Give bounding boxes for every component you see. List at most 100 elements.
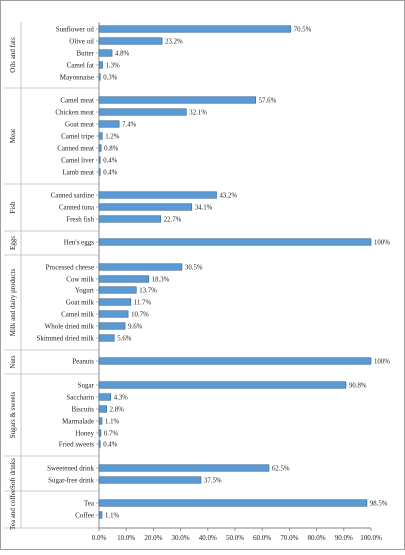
group-label: Fish bbox=[9, 201, 17, 214]
category-label: Fresh fish bbox=[66, 215, 94, 223]
category-label: Canned tuna bbox=[59, 203, 95, 211]
category-label: Skimmed dried milk bbox=[36, 334, 94, 342]
data-label: 62.5% bbox=[272, 465, 290, 472]
bar bbox=[98, 263, 183, 271]
data-label: 23.2% bbox=[165, 38, 183, 45]
category-label: Camel liver bbox=[61, 156, 95, 164]
bar bbox=[98, 191, 217, 199]
bar bbox=[98, 429, 102, 437]
bar bbox=[98, 108, 187, 116]
category-label: Butter bbox=[77, 49, 95, 57]
category-label: Goat milk bbox=[66, 298, 95, 306]
data-label: 13.7% bbox=[139, 287, 157, 294]
data-label: 7.4% bbox=[122, 121, 136, 128]
bar bbox=[98, 417, 103, 425]
data-label: 5.6% bbox=[117, 335, 131, 342]
data-label: 30.5% bbox=[185, 264, 203, 271]
category-label: Lamb meat bbox=[62, 168, 94, 176]
category-label: Processed cheese bbox=[46, 263, 94, 271]
bar bbox=[98, 499, 368, 507]
bar bbox=[98, 310, 129, 318]
bar bbox=[98, 440, 101, 448]
category-label: Tea bbox=[84, 499, 95, 507]
x-tick-label: 40.0% bbox=[199, 534, 217, 542]
bar bbox=[98, 381, 347, 389]
x-tick-label: 60.0% bbox=[253, 534, 271, 542]
data-label: 2.8% bbox=[110, 406, 124, 413]
category-label: Cow milk bbox=[66, 275, 94, 283]
group-label: Oils and fats bbox=[9, 37, 17, 73]
data-label: 0.4% bbox=[103, 441, 117, 448]
category-label: Mayonnaise bbox=[60, 73, 94, 81]
data-label: 18.3% bbox=[152, 276, 170, 283]
bar bbox=[98, 73, 101, 81]
bar bbox=[98, 286, 137, 294]
bar bbox=[98, 476, 202, 484]
category-label: Camel tripe bbox=[61, 132, 94, 140]
group-label: Sugars & sweets bbox=[9, 391, 17, 438]
data-label: 0.4% bbox=[103, 169, 117, 176]
group-label: Meat bbox=[9, 129, 17, 143]
data-label: 1.1% bbox=[105, 512, 119, 519]
bar bbox=[98, 511, 103, 519]
category-label: Coffee bbox=[75, 511, 94, 519]
group-label: Tea and coffee bbox=[9, 489, 17, 530]
category-label: Whole dried milk bbox=[45, 322, 95, 330]
x-tick-label: 50.0% bbox=[226, 534, 244, 542]
data-label: 11.7% bbox=[134, 299, 152, 306]
data-label: 1.1% bbox=[105, 418, 119, 425]
x-tick-label: 70.0% bbox=[280, 534, 298, 542]
group-label: Milk and dairy products bbox=[9, 268, 17, 336]
data-label: 98.5% bbox=[370, 500, 388, 507]
bar bbox=[98, 393, 111, 401]
data-label: 0.8% bbox=[104, 145, 118, 152]
bar bbox=[98, 120, 120, 128]
data-label: 22.7% bbox=[164, 216, 182, 223]
x-tick-label: 90.0% bbox=[335, 534, 353, 542]
data-label: 43.2% bbox=[220, 192, 238, 199]
data-label: 4.8% bbox=[115, 50, 129, 57]
category-label: Honey bbox=[75, 429, 94, 437]
data-label: 100% bbox=[374, 358, 390, 365]
bar bbox=[98, 132, 103, 140]
data-label: 90.8% bbox=[349, 382, 367, 389]
data-label: 9.6% bbox=[128, 323, 142, 330]
data-label: 0.4% bbox=[103, 157, 117, 164]
bar bbox=[98, 334, 115, 342]
bar bbox=[98, 238, 372, 246]
category-label: Yogurt bbox=[75, 286, 94, 294]
data-label: 37.5% bbox=[204, 477, 222, 484]
bar bbox=[98, 25, 292, 33]
data-label: 100% bbox=[374, 239, 390, 246]
x-tick-label: 80.0% bbox=[308, 534, 326, 542]
data-label: 0.3% bbox=[103, 74, 117, 81]
data-label: 57.6% bbox=[259, 97, 277, 104]
bar bbox=[98, 168, 101, 176]
category-label: Canned meat bbox=[57, 144, 94, 152]
category-label: Fried sweets bbox=[59, 440, 94, 448]
data-label: 10.7% bbox=[131, 311, 149, 318]
data-label: 4.3% bbox=[114, 394, 128, 401]
data-label: 1.2% bbox=[105, 133, 119, 140]
bar bbox=[98, 49, 113, 57]
bar bbox=[98, 215, 162, 223]
category-label: Sugar-free drink bbox=[48, 476, 94, 484]
category-label: Olive oil bbox=[69, 37, 94, 45]
bar bbox=[98, 96, 256, 104]
data-label: 1.3% bbox=[106, 62, 120, 69]
data-label: 0.7% bbox=[104, 430, 118, 437]
x-tick-label: 20.0% bbox=[144, 534, 162, 542]
bar bbox=[98, 298, 132, 306]
x-tick-label: 100.0% bbox=[360, 534, 382, 542]
group-label: Eggs bbox=[9, 236, 17, 250]
bar bbox=[98, 357, 372, 365]
bar bbox=[98, 144, 102, 152]
x-tick-label: 10.0% bbox=[117, 534, 135, 542]
category-label: Chicken meat bbox=[55, 108, 94, 116]
category-label: Sugar bbox=[78, 381, 95, 389]
bar bbox=[98, 37, 163, 45]
bar bbox=[98, 322, 126, 330]
category-label: Camel meat bbox=[60, 96, 94, 104]
